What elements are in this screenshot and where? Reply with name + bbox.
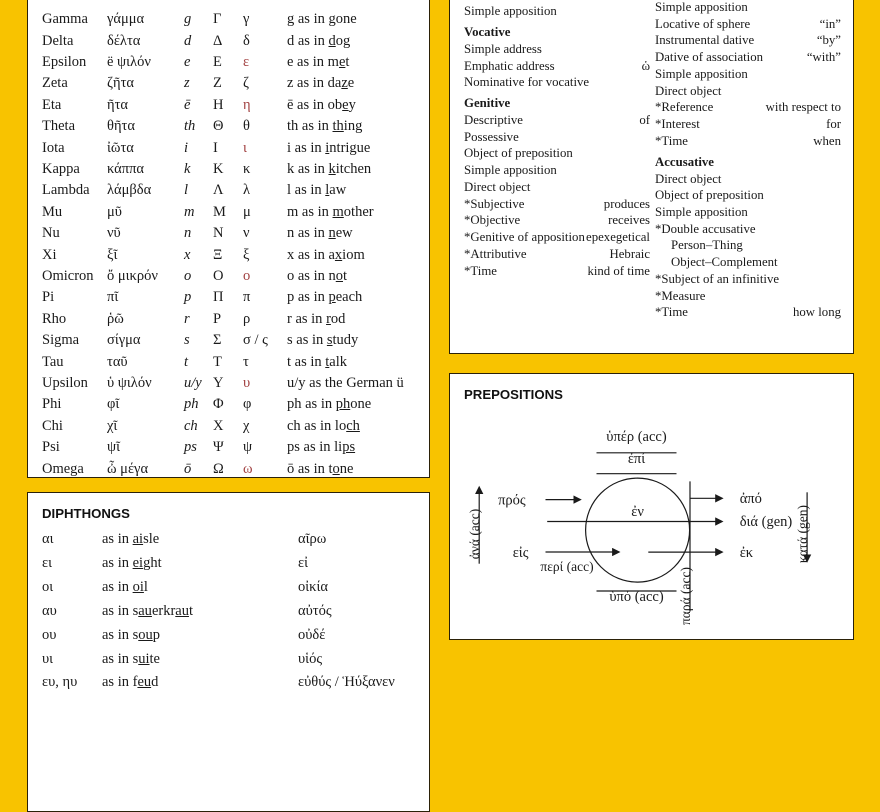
svg-text:κατά (gen): κατά (gen)	[795, 505, 810, 563]
svg-text:ὑπέρ (acc): ὑπέρ (acc)	[606, 429, 667, 445]
svg-text:ὑπό (acc): ὑπό (acc)	[609, 589, 664, 605]
svg-text:πρός: πρός	[498, 493, 526, 509]
svg-text:ἀνά (acc): ἀνά (acc)	[467, 509, 482, 560]
svg-text:διά (gen): διά (gen)	[740, 514, 793, 530]
svg-text:ἀπό: ἀπό	[740, 491, 762, 507]
svg-text:περί (acc): περί (acc)	[540, 559, 593, 574]
svg-text:ἐκ: ἐκ	[740, 545, 754, 561]
svg-text:εἰς: εἰς	[513, 545, 529, 561]
svg-text:ἐπί: ἐπί	[628, 451, 645, 467]
svg-text:ἐν: ἐν	[631, 504, 644, 520]
svg-text:παρά (acc): παρά (acc)	[678, 567, 693, 625]
